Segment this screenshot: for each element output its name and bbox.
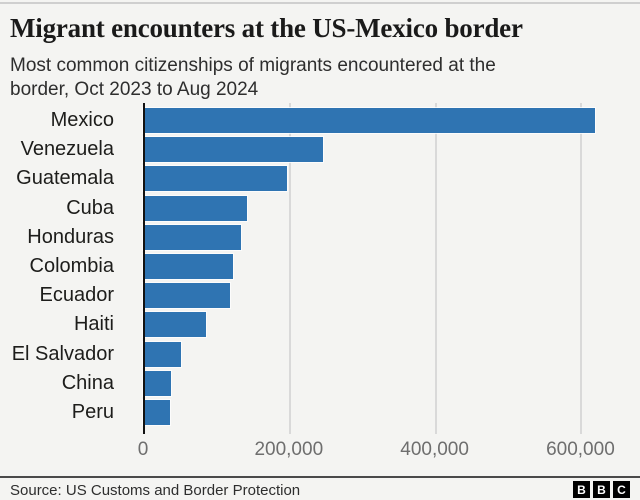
bar-track xyxy=(143,108,630,133)
x-tick-label: 600,000 xyxy=(546,439,615,460)
bar xyxy=(143,224,242,250)
bar-track xyxy=(143,195,630,221)
category-label: Guatemala xyxy=(16,167,114,190)
category-label: China xyxy=(61,371,114,394)
bar-track xyxy=(143,137,630,163)
bar-row-haiti: Haiti xyxy=(10,312,630,338)
bar xyxy=(143,166,288,192)
category-label: Cuba xyxy=(66,196,114,219)
bar xyxy=(143,137,324,163)
bar xyxy=(143,399,170,425)
gridline-400000 xyxy=(434,103,437,434)
bar-track xyxy=(143,370,630,396)
bar-row-mexico: Mexico xyxy=(10,108,630,133)
category-label: Venezuela xyxy=(20,138,114,161)
bar xyxy=(143,370,171,396)
bar xyxy=(143,341,181,367)
bbc-logo-letter: B xyxy=(573,481,590,498)
footer-divider-line xyxy=(0,476,640,478)
chart-title: Migrant encounters at the US-Mexico bord… xyxy=(10,13,523,43)
category-label: Honduras xyxy=(27,225,114,248)
bar-track xyxy=(143,166,630,192)
top-border-line xyxy=(0,2,640,4)
source-attribution: Source: US Customs and Border Protection xyxy=(10,482,301,499)
bar xyxy=(143,253,234,279)
bar xyxy=(143,108,595,133)
bar-row-guatemala: Guatemala xyxy=(10,166,630,192)
category-label: El Salvador xyxy=(11,342,114,365)
y-axis-line xyxy=(143,103,145,434)
category-label: Haiti xyxy=(73,313,114,336)
plot-area xyxy=(143,103,630,434)
category-label: Peru xyxy=(71,400,114,423)
bar-row-cuba: Cuba xyxy=(10,195,630,221)
bar-track xyxy=(143,283,630,309)
gridline-200000 xyxy=(288,103,291,434)
bar-row-el-salvador: El Salvador xyxy=(10,341,630,367)
x-tick-label: 0 xyxy=(137,439,149,460)
category-label: Mexico xyxy=(50,109,114,131)
bbc-logo-letter: C xyxy=(613,481,630,498)
bar-track xyxy=(143,341,630,367)
bar-row-peru: Peru xyxy=(10,399,630,425)
bar-track xyxy=(143,253,630,279)
bar-row-colombia: Colombia xyxy=(10,253,630,279)
chart-subtitle: Most common citizenships of migrants enc… xyxy=(10,55,496,100)
bar-chart: Mexico Venezuela Guatemala Cuba Honduras Colo… xyxy=(10,103,630,463)
category-label: Colombia xyxy=(29,254,114,277)
bar-track xyxy=(143,224,630,250)
bar-row-honduras: Honduras xyxy=(10,224,630,250)
bbc-logo-letter: B xyxy=(593,481,610,498)
bar-row-china: China xyxy=(10,370,630,396)
x-tick-label: 400,000 xyxy=(400,439,469,460)
x-axis-tick-labels: 0 200,000 400,000 600,000 xyxy=(138,439,630,463)
bar xyxy=(143,195,247,221)
bar-rows: Mexico Venezuela Guatemala Cuba Honduras Colo… xyxy=(10,108,630,425)
category-label: Ecuador xyxy=(39,284,115,307)
bar-row-ecuador: Ecuador xyxy=(10,283,630,309)
bar-track xyxy=(143,312,630,338)
x-tick-label: 200,000 xyxy=(254,439,324,460)
bar-track xyxy=(143,399,630,425)
bar-row-venezuela: Venezuela xyxy=(10,137,630,163)
bar xyxy=(143,312,206,338)
bar xyxy=(143,283,231,309)
gridline-600000 xyxy=(580,103,583,434)
